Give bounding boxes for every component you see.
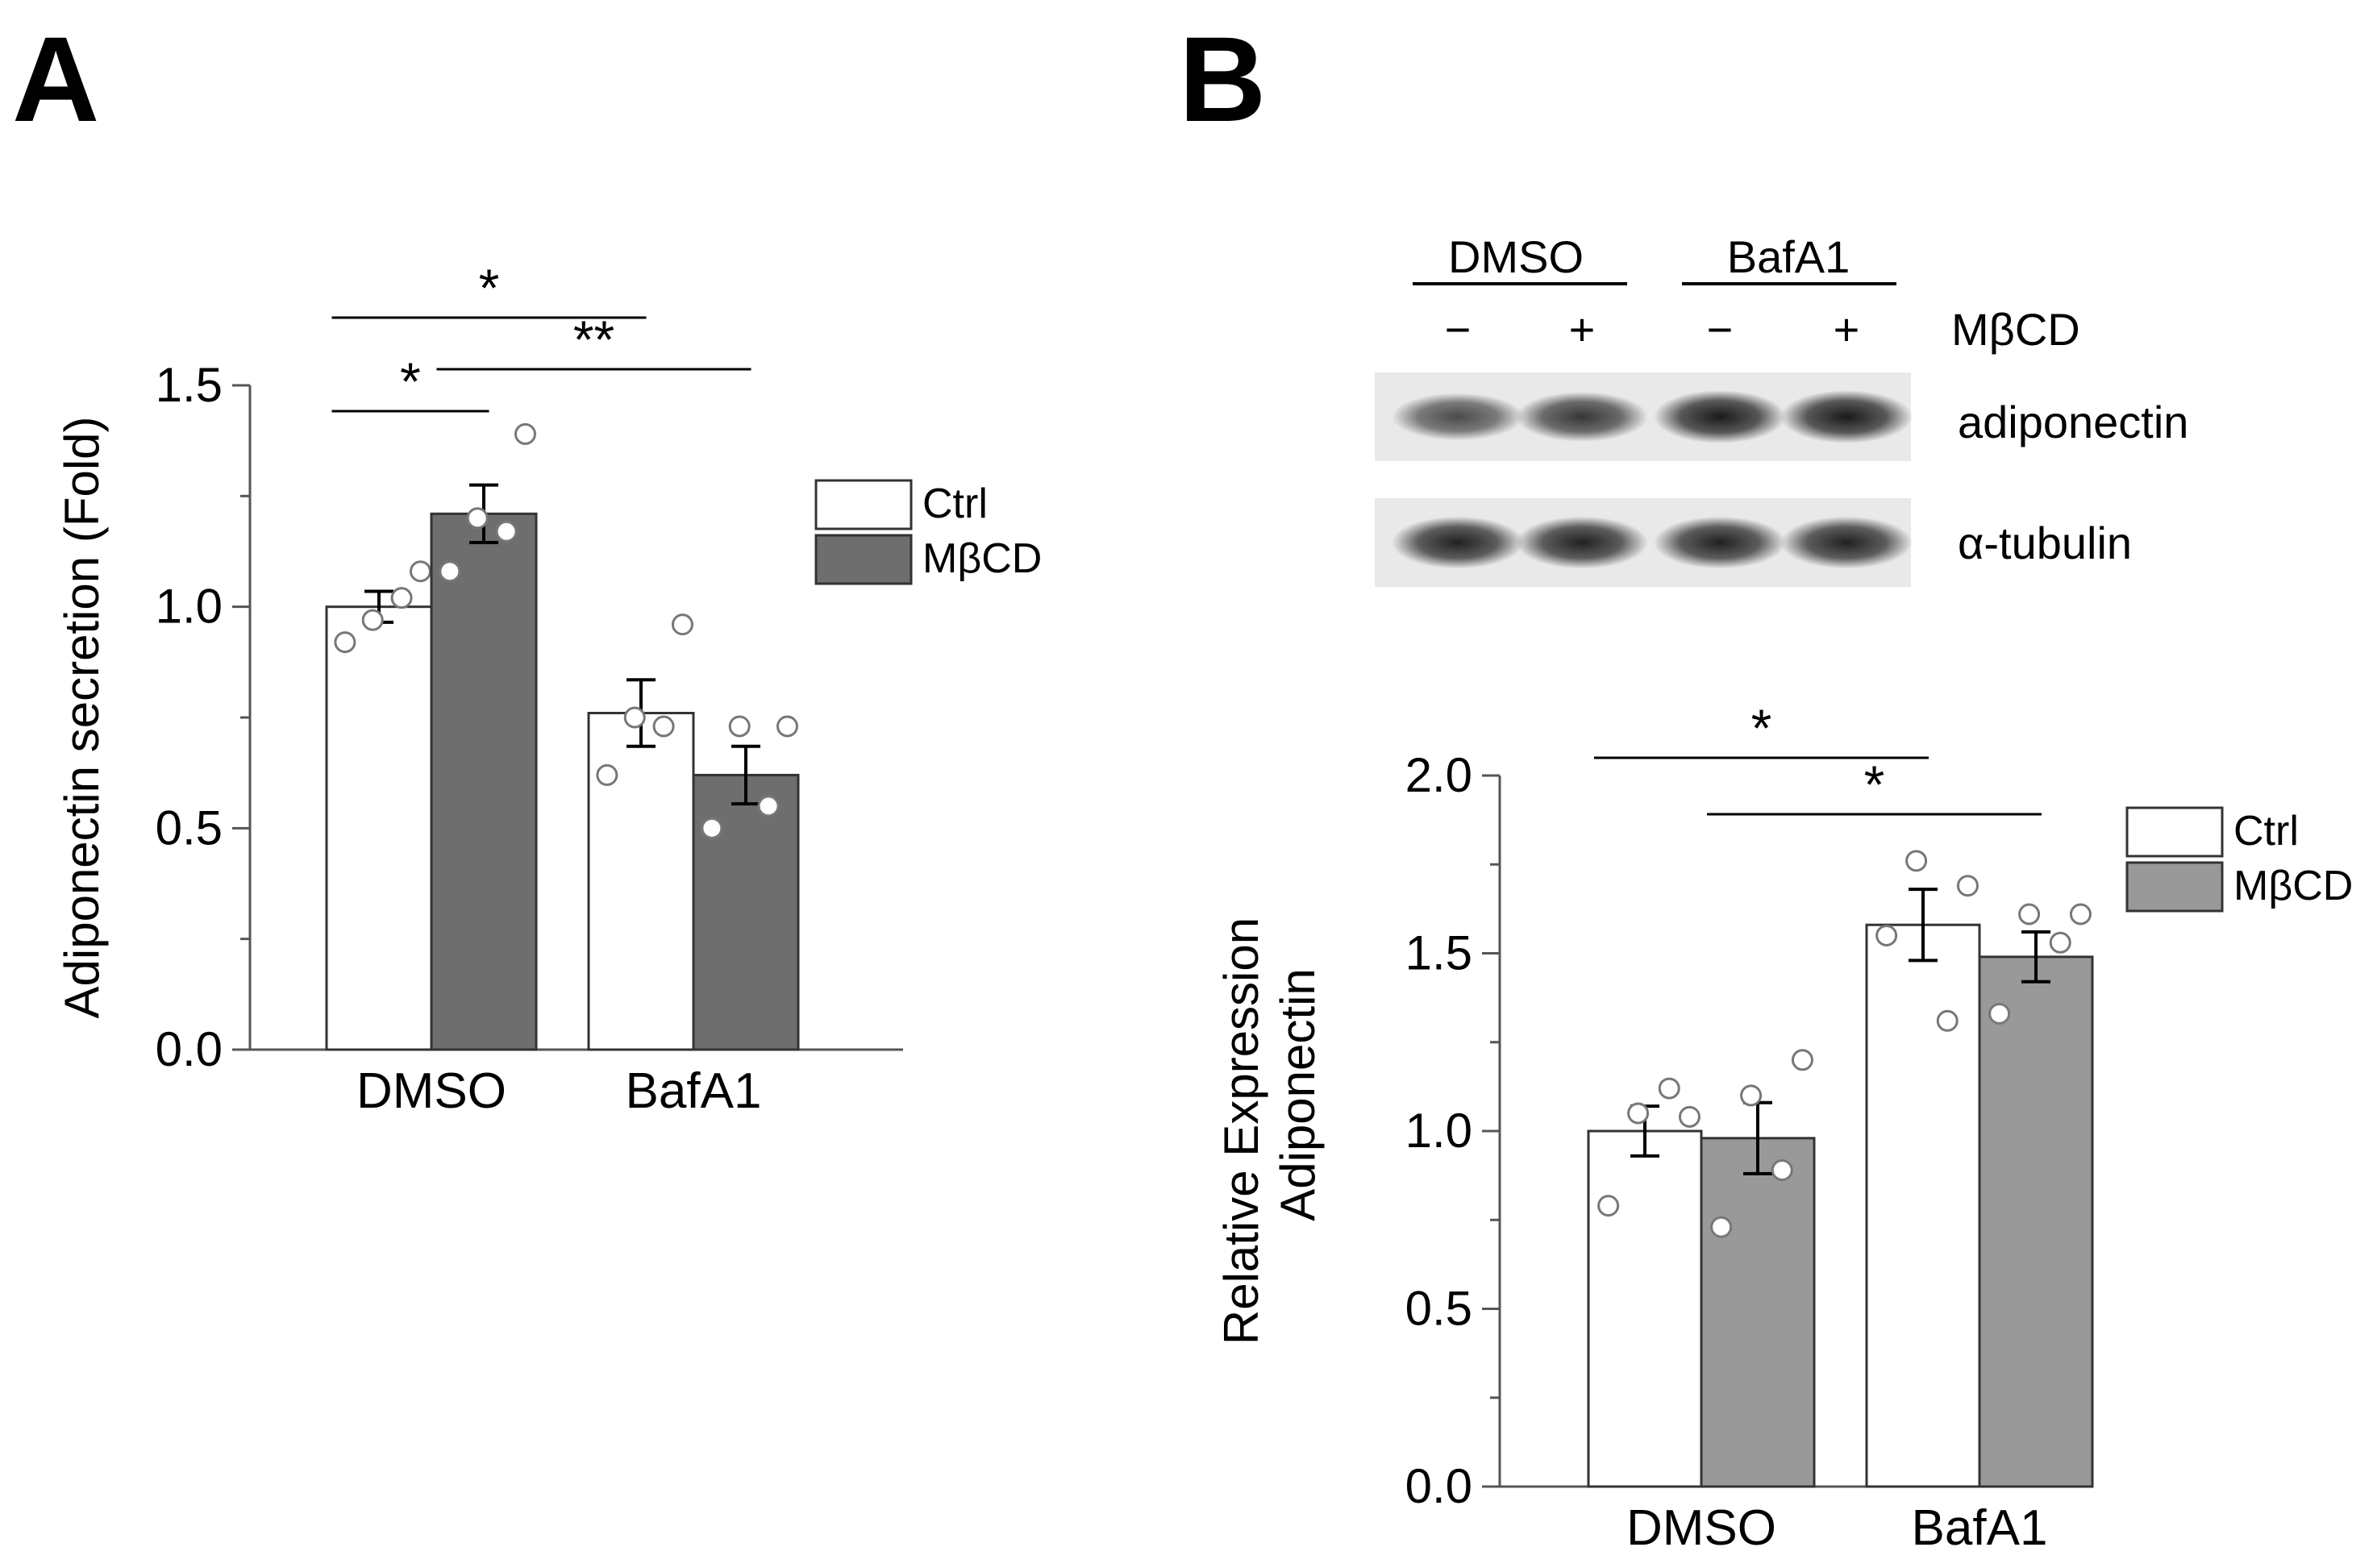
legend-label: MβCD bbox=[922, 535, 1042, 582]
panel-a-label: A bbox=[12, 11, 99, 147]
bar bbox=[1978, 955, 2094, 1488]
data-point bbox=[1791, 1049, 1813, 1071]
legend-label: Ctrl bbox=[922, 480, 988, 527]
y-tick-label: 0.0 bbox=[156, 1022, 223, 1076]
bar bbox=[1700, 1137, 1816, 1488]
data-point bbox=[757, 795, 780, 817]
bar bbox=[587, 712, 695, 1051]
blot-band bbox=[1780, 516, 1913, 569]
blot-band-label: α-tubulin bbox=[1958, 518, 2132, 568]
data-point bbox=[361, 609, 384, 631]
treatment-sign: + bbox=[1834, 304, 1860, 355]
blot-header: DMSO BafA1 − + − + MβCD bbox=[1413, 231, 2080, 355]
significance-marker: * bbox=[1864, 755, 1885, 814]
legend-label: Ctrl bbox=[2233, 808, 2299, 855]
panel-b-label: B bbox=[1179, 11, 1266, 147]
y-axis-title: Adiponectin bbox=[1271, 968, 1325, 1221]
data-point bbox=[2069, 903, 2092, 925]
data-point bbox=[409, 560, 431, 583]
y-tick-label: 1.5 bbox=[156, 358, 223, 412]
data-point bbox=[671, 613, 693, 636]
legend-swatch bbox=[2125, 806, 2224, 858]
blot-image bbox=[1375, 372, 1913, 587]
y-tick-label: 0.0 bbox=[1405, 1459, 1472, 1513]
blot-band bbox=[1516, 392, 1648, 442]
legend-swatch bbox=[814, 534, 913, 585]
significance-marker: * bbox=[1751, 698, 1772, 758]
data-point bbox=[2049, 931, 2071, 954]
treatment-sign: − bbox=[1445, 304, 1472, 355]
chart-panel-b: 0.0 0.5 1.0 1.5 2.0 DMSO BafA1 * * Ctrl MβCD Relati… bbox=[1214, 698, 2353, 1556]
data-point bbox=[1905, 850, 1928, 872]
y-tick-label: 1.5 bbox=[1405, 926, 1472, 980]
blot-band bbox=[1654, 390, 1786, 443]
data-point bbox=[1678, 1105, 1701, 1128]
blot-band-label: adiponectin bbox=[1958, 397, 2188, 447]
data-point bbox=[1875, 924, 1898, 946]
significance-marker: ** bbox=[573, 310, 614, 369]
x-category-label: DMSO bbox=[356, 1063, 506, 1119]
data-point bbox=[1627, 1102, 1650, 1125]
y-tick-label: 2.0 bbox=[1405, 748, 1472, 802]
data-point bbox=[390, 587, 413, 609]
data-point bbox=[1658, 1077, 1680, 1100]
y-tick-label: 0.5 bbox=[156, 801, 223, 855]
y-axis-title: Relative Expression bbox=[1214, 917, 1268, 1345]
data-point bbox=[2018, 903, 2041, 925]
y-tick-label: 0.5 bbox=[1405, 1282, 1472, 1336]
data-point bbox=[1771, 1159, 1793, 1182]
blot-group-label: DMSO bbox=[1448, 231, 1584, 282]
data-point bbox=[776, 715, 798, 738]
data-point bbox=[466, 507, 489, 530]
data-point bbox=[652, 715, 675, 738]
blot-group-label: BafA1 bbox=[1727, 231, 1850, 282]
data-point bbox=[1936, 1009, 1959, 1032]
x-category-label: DMSO bbox=[1626, 1500, 1776, 1556]
bar bbox=[692, 773, 800, 1051]
data-point bbox=[514, 422, 536, 445]
blot-band bbox=[1780, 390, 1913, 443]
data-point bbox=[1988, 1002, 2011, 1025]
data-point bbox=[623, 706, 646, 729]
data-point bbox=[334, 631, 356, 654]
bar bbox=[1865, 923, 1981, 1488]
legend-swatch bbox=[814, 479, 913, 530]
data-point bbox=[439, 560, 461, 583]
blot-band bbox=[1654, 516, 1786, 569]
blot-band bbox=[1516, 516, 1648, 569]
treatment-sign: − bbox=[1707, 304, 1734, 355]
bar bbox=[325, 605, 433, 1051]
data-point bbox=[1956, 875, 1979, 897]
blot-band bbox=[1392, 393, 1524, 441]
legend-label: MβCD bbox=[2233, 863, 2353, 909]
x-category-label: BafA1 bbox=[626, 1063, 762, 1119]
data-point bbox=[596, 763, 618, 786]
data-point bbox=[701, 817, 723, 839]
data-point bbox=[728, 715, 751, 738]
blot-band bbox=[1392, 516, 1524, 569]
data-point bbox=[1710, 1216, 1733, 1238]
significance-marker: * bbox=[479, 258, 500, 318]
treatment-sign: + bbox=[1569, 304, 1596, 355]
y-axis-title: Adiponectin secretion (Fold) bbox=[55, 416, 109, 1018]
data-point bbox=[1740, 1084, 1763, 1107]
data-point bbox=[1597, 1195, 1620, 1217]
bar bbox=[430, 512, 538, 1051]
data-point bbox=[495, 520, 518, 543]
y-tick-label: 1.0 bbox=[156, 580, 223, 634]
treatment-label: MβCD bbox=[1951, 304, 2080, 355]
legend-swatch bbox=[2125, 861, 2224, 913]
y-tick-label: 1.0 bbox=[1405, 1104, 1472, 1158]
significance-marker: * bbox=[400, 351, 421, 411]
bar bbox=[1587, 1129, 1703, 1488]
x-category-label: BafA1 bbox=[1912, 1500, 2048, 1556]
